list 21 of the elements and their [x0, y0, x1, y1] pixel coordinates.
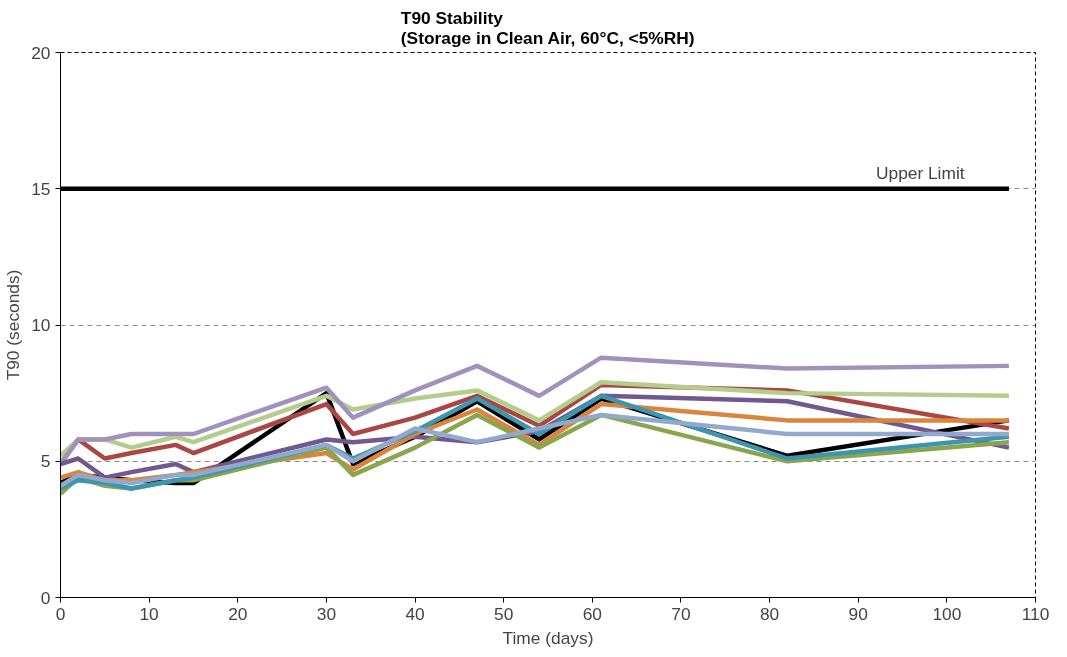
y-tick-label: 0 [40, 587, 51, 608]
x-tick-label: 30 [316, 603, 337, 624]
x-tick-label: 70 [671, 603, 691, 624]
x-axis-title: Time (days) [502, 627, 594, 648]
x-tick-label: 10 [139, 603, 159, 624]
y-tick-label: 10 [31, 315, 51, 335]
x-tick-label: 90 [848, 603, 868, 624]
y-axis-title: T90 (seconds) [3, 269, 24, 381]
y-tick-label: 5 [40, 451, 51, 472]
x-tick-label: 60 [582, 603, 602, 624]
x-tick-label: 100 [932, 603, 962, 624]
y-tick-label: 20 [31, 42, 51, 63]
x-tick-label: 110 [1021, 603, 1050, 624]
x-tick-label: 0 [55, 603, 66, 624]
x-tick-label: 50 [494, 603, 514, 624]
annotation: Upper Limit [875, 162, 965, 183]
y-tick-label: 15 [31, 178, 51, 199]
x-tick-label: 40 [405, 603, 425, 624]
x-tick-label: 80 [759, 603, 780, 624]
x-tick-label: 20 [228, 603, 248, 624]
chart-title: T90 Stability (Storage in Clean Air, 60°C, <5%RH) [400, 7, 695, 48]
